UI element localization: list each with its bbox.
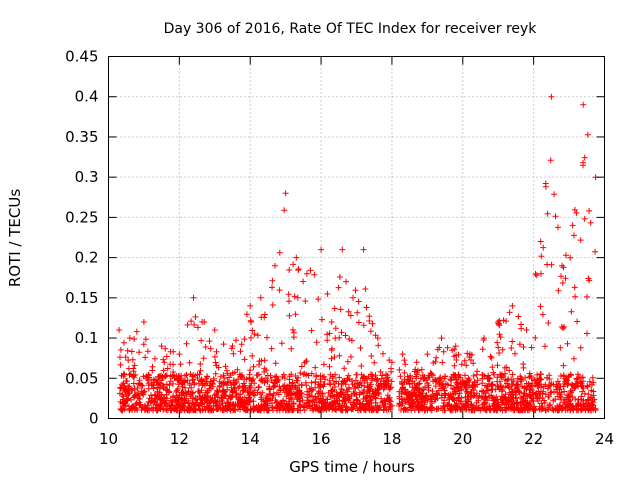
x-tick-label: 20: [453, 430, 472, 448]
x-tick-label: 22: [524, 430, 543, 448]
y-tick-label: 0.35: [65, 128, 98, 146]
roti-marker: [116, 93, 599, 414]
plot-frame: [108, 56, 605, 419]
y-tick-label: 0.15: [65, 289, 98, 307]
x-tick-label: 18: [382, 430, 401, 448]
data-points: [116, 93, 599, 414]
y-tick-label: 0.3: [75, 168, 99, 186]
y-tick-label: 0.1: [75, 329, 99, 347]
y-tick-label: 0.45: [65, 48, 98, 66]
y-tick-label: 0.4: [75, 88, 99, 106]
x-tick-label: 16: [312, 430, 331, 448]
grid-lines: [108, 56, 605, 419]
y-tick-label: 0: [89, 410, 99, 428]
x-tick-label: 10: [99, 430, 118, 448]
x-tick-label: 14: [241, 430, 260, 448]
chart-title: Day 306 of 2016, Rate Of TEC Index for r…: [164, 21, 538, 37]
y-tick-label: 0.05: [65, 369, 98, 387]
y-tick-label: 0.2: [75, 249, 99, 267]
x-tick-label: 12: [170, 430, 189, 448]
tick-labels: 10 12 14 16 18 20 22 24 0 0.05 0.1 0.15 0.2 0.25 0.3 0.…: [65, 48, 614, 449]
y-axis-label: ROTI / TECUs: [6, 189, 24, 287]
y-tick-label: 0.25: [65, 208, 98, 226]
axis-ticks: [108, 56, 605, 419]
x-axis-label: GPS time / hours: [289, 458, 415, 476]
x-tick-label: 24: [595, 430, 614, 448]
